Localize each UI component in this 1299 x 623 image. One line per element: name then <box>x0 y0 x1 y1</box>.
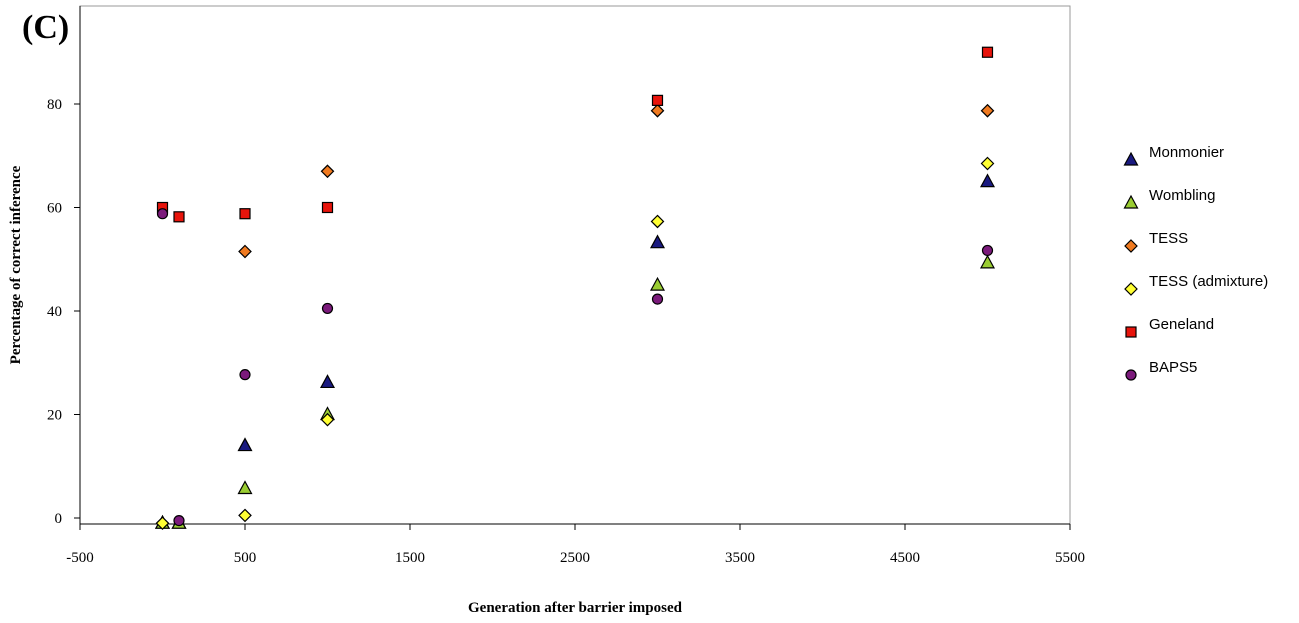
legend-label: TESS (admixture) <box>1149 273 1268 290</box>
data-point <box>155 516 170 531</box>
data-point <box>651 293 664 305</box>
data-point <box>320 164 335 179</box>
legend-marker <box>1125 326 1137 338</box>
plot-border <box>79 5 1071 525</box>
legend: Monmonier Wombling TESS TESS (admixture) Gen… <box>1123 144 1268 381</box>
data-points <box>154 46 996 531</box>
data-point <box>173 211 185 223</box>
y-tick-label: 60 <box>47 201 62 217</box>
data-point <box>237 437 253 452</box>
x-tick-label: -500 <box>66 550 94 566</box>
y-axis-title: Percentage of correct inference <box>8 165 24 364</box>
x-tick-label: 5500 <box>1055 550 1085 566</box>
legend-marker <box>1123 151 1139 166</box>
x-tick-label: 3500 <box>725 550 755 566</box>
legend-label: Wombling <box>1149 187 1215 204</box>
data-point <box>650 103 665 118</box>
legend-label: Geneland <box>1149 316 1214 333</box>
data-point <box>156 208 169 220</box>
x-tick-label: 500 <box>234 550 257 566</box>
data-point <box>979 254 996 269</box>
data-point <box>319 374 336 389</box>
data-point <box>649 276 666 291</box>
y-tick-label: 20 <box>47 408 62 424</box>
data-point <box>980 156 995 171</box>
data-point <box>321 302 334 315</box>
data-point <box>239 208 251 220</box>
data-point <box>321 201 334 214</box>
data-point <box>981 46 994 58</box>
y-tick-label: 0 <box>55 511 63 527</box>
data-point <box>651 94 664 106</box>
data-point <box>237 480 253 495</box>
data-point <box>649 234 666 249</box>
data-point <box>238 244 252 259</box>
panel-label: (C) <box>22 9 69 46</box>
axes: -500 500 1500 2500 3500 4500 5500 0 20 40 60 80 <box>47 6 1085 566</box>
data-point <box>979 173 996 188</box>
data-point <box>320 412 335 427</box>
data-point <box>980 103 995 118</box>
data-point <box>173 514 185 527</box>
x-tick-label: 1500 <box>395 550 425 566</box>
y-tick-label: 80 <box>47 97 62 113</box>
legend-marker <box>1124 282 1138 296</box>
legend-marker <box>1125 369 1137 381</box>
data-point <box>981 244 994 257</box>
legend-label: TESS <box>1149 230 1188 247</box>
legend-marker <box>1124 239 1138 253</box>
legend-label: Monmonier <box>1149 144 1224 161</box>
x-axis-title: Generation after barrier imposed <box>468 600 683 616</box>
data-point <box>238 508 252 523</box>
x-tick-label: 4500 <box>890 550 920 566</box>
data-point <box>239 369 251 381</box>
legend-label: BAPS5 <box>1149 359 1197 376</box>
y-tick-label: 40 <box>47 304 62 320</box>
x-tick-label: 2500 <box>560 550 590 566</box>
legend-marker <box>1123 194 1139 209</box>
data-point <box>650 214 665 229</box>
